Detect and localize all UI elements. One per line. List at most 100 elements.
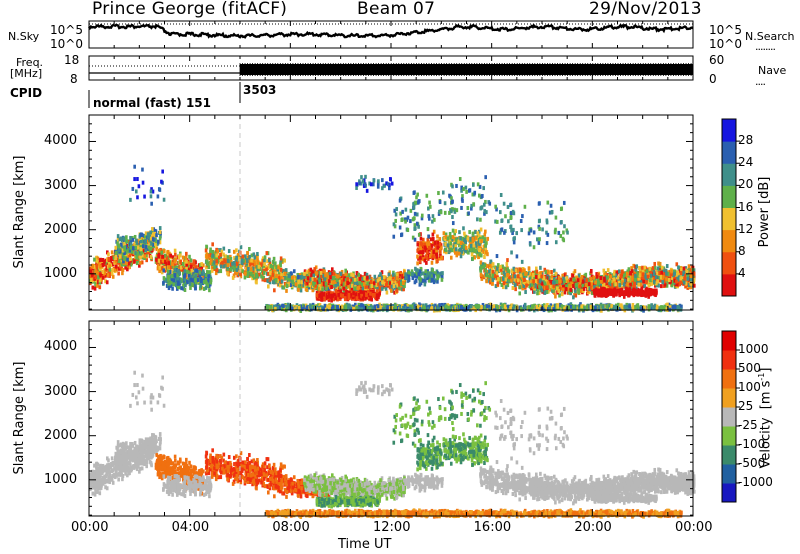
power-cell [463,237,466,242]
power-cell [393,280,397,285]
power-cell [227,249,231,254]
power-cell [350,293,353,298]
power-cell [439,250,442,255]
power-cell [194,265,198,270]
power-cell [161,258,165,263]
power-cell [280,279,284,284]
power-cell [152,227,156,232]
power-cell [419,255,422,260]
power-cell [241,269,244,274]
power-cell [573,292,576,297]
power-cell [310,280,314,285]
power-cell [293,275,297,280]
power-cell [389,288,393,293]
power-cell [378,276,381,281]
power-cell [345,284,348,289]
power-cell [491,269,495,274]
power-cell [177,271,181,276]
power-cell [382,275,386,280]
power-cell [343,296,347,301]
power-cell [243,275,247,280]
power-cell [404,272,407,277]
power-cell [626,269,630,274]
power-cell [340,293,344,298]
power-cell [121,267,125,272]
power-cell [479,236,482,241]
power-cell [107,252,110,257]
power-cell [526,280,530,285]
power-cell [428,274,432,279]
power-cell [339,289,343,294]
power-cell [417,256,420,261]
power-cell [252,252,256,257]
power-cell [198,286,202,291]
power-cell [129,260,132,265]
power-cell [163,253,167,258]
power-cell [117,248,121,253]
power-cell [380,270,384,275]
power-cell [461,236,465,241]
power-cell [272,256,276,261]
power-cell [431,278,434,283]
power-cell [429,254,432,259]
power-cell [485,263,489,268]
power-cell [195,271,198,276]
power-cell [377,274,381,279]
power-cell [326,272,329,277]
power-cell [351,273,355,278]
power-cell [294,282,298,287]
power-cell [323,286,326,291]
power-cell [235,267,239,272]
power-cell [117,266,121,271]
power-cell [335,286,339,291]
power-cell [477,233,481,238]
power-cell [358,294,361,299]
nsky-label: N.Sky [8,30,40,43]
power-cell [332,275,336,280]
power-cell [189,258,193,263]
power-cell [271,259,275,264]
power-cell [169,253,173,258]
power-cell [426,237,430,242]
power-cell [139,247,142,252]
power-cell [454,237,458,242]
power-cell [151,227,154,232]
power-cell [150,239,153,244]
power-cell [355,281,359,286]
power-cell [387,272,391,277]
power-cell [497,277,500,282]
power-cell [483,232,487,237]
power-cell [276,279,279,284]
power-cell [402,287,405,292]
power-cell [128,251,132,256]
power-cell [140,232,143,237]
power-cell [458,230,461,235]
power-cell [295,276,299,281]
power-cell [123,236,126,241]
power-cell [384,283,388,288]
power-cell [94,269,97,274]
power-cell [515,281,519,286]
power-cell [365,272,369,277]
power-cell [98,261,101,266]
power-cell [348,290,351,295]
power-cell [392,283,396,288]
power-cell [174,257,177,262]
power-cell [484,229,487,234]
power-cell [510,268,514,273]
power-cell [169,280,173,285]
power-cell [518,291,522,296]
cpid-mode-3503: 3503 [243,83,277,97]
power-cell [418,279,422,284]
power-cell [96,283,99,288]
power-cell [155,233,158,238]
power-cell [209,280,213,285]
power-cell [189,271,193,276]
nsearch-legend: ........ [755,40,776,53]
power-cell [185,269,189,274]
power-cell [449,246,453,251]
power-cell [167,255,170,260]
power-cell [131,237,135,242]
power-cell [367,275,371,280]
